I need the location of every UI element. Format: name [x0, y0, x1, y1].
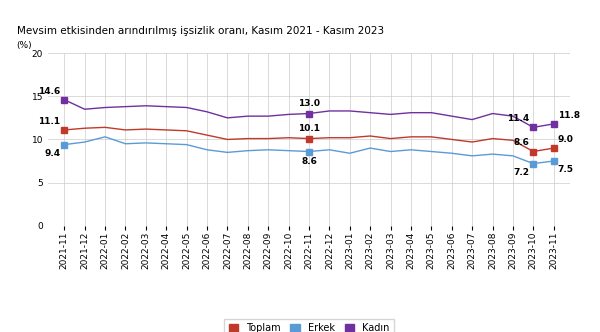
Text: 11.1: 11.1 — [38, 117, 60, 126]
Text: 7.2: 7.2 — [513, 168, 529, 177]
Text: 8.6: 8.6 — [301, 157, 317, 166]
Text: 10.1: 10.1 — [298, 124, 320, 133]
Text: 8.6: 8.6 — [513, 138, 529, 147]
Text: 14.6: 14.6 — [38, 87, 60, 96]
Text: 11.4: 11.4 — [507, 114, 529, 123]
Legend: Toplam, Erkek, Kadın: Toplam, Erkek, Kadın — [224, 319, 394, 332]
Text: 11.8: 11.8 — [558, 111, 580, 120]
Text: (%): (%) — [17, 41, 32, 50]
Text: 13.0: 13.0 — [298, 99, 320, 108]
Text: 9.4: 9.4 — [44, 149, 60, 158]
Text: 9.0: 9.0 — [558, 135, 574, 144]
Text: 7.5: 7.5 — [558, 165, 574, 174]
Text: Mevsim etkisinden arındırılmış işsizlik oranı, Kasım 2021 - Kasım 2023: Mevsim etkisinden arındırılmış işsizlik … — [17, 26, 384, 36]
